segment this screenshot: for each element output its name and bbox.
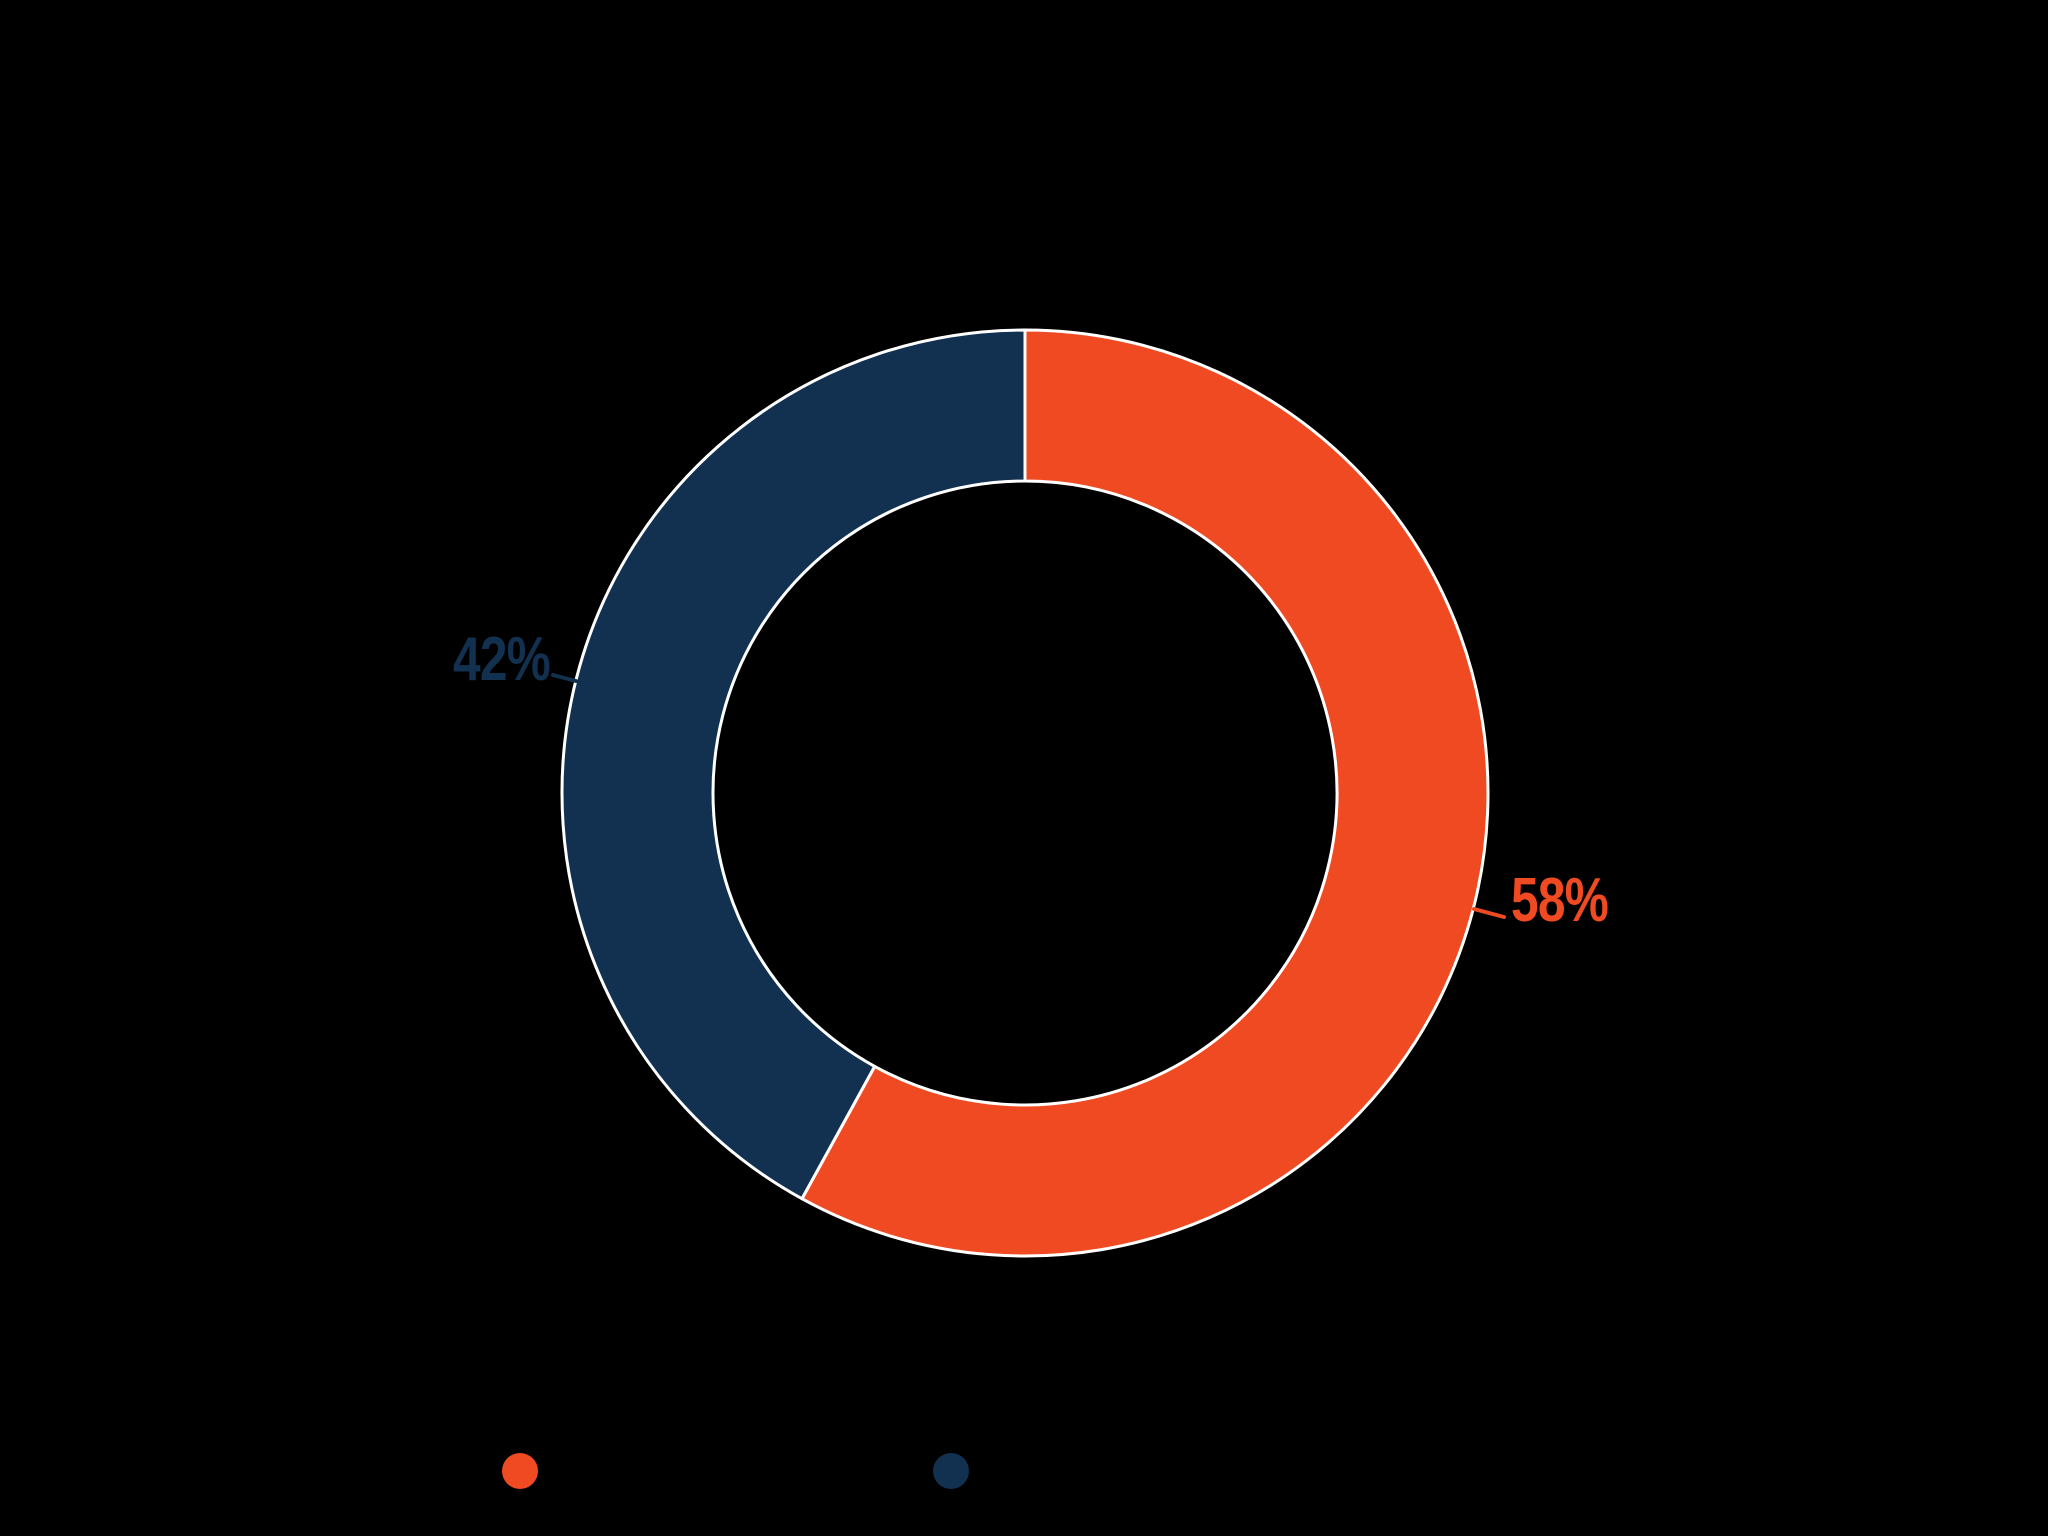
leader-line-58 <box>1472 907 1506 919</box>
donut-slice-42pct <box>560 328 1027 1201</box>
donut-slice-58pct <box>800 328 1490 1258</box>
slice-labels: 58% 42% <box>453 625 1609 935</box>
donut-chart <box>560 328 1490 1258</box>
legend-dot-navy <box>933 1453 969 1489</box>
leader-line-42 <box>551 673 578 683</box>
legend <box>502 1453 969 1489</box>
legend-dot-orange <box>502 1453 538 1489</box>
slice-label-42: 42% <box>453 625 550 694</box>
slice-label-58: 58% <box>1511 866 1608 935</box>
